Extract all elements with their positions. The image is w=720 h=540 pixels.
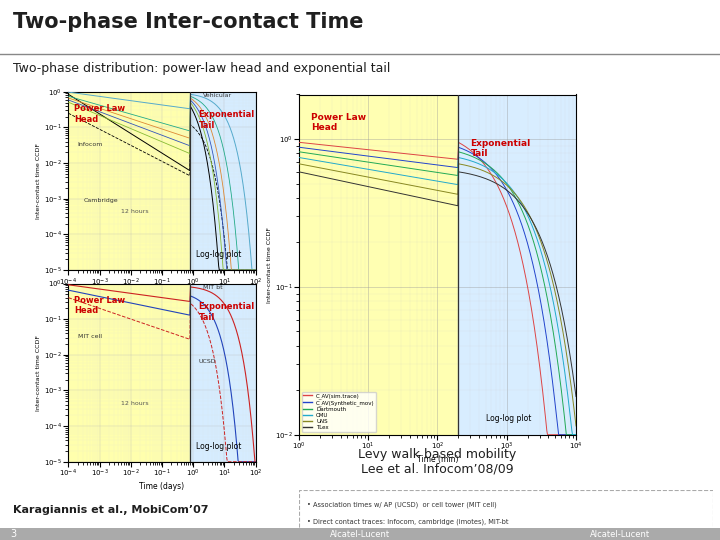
Text: Levy walk based mobility
Lee et al. Infocom’08/09: Levy walk based mobility Lee et al. Info… xyxy=(359,448,516,476)
Text: 3: 3 xyxy=(11,529,17,539)
Text: • Association times w/ AP (UCSD)  or cell tower (MIT cell): • Association times w/ AP (UCSD) or cell… xyxy=(307,501,497,508)
X-axis label: Time (days): Time (days) xyxy=(140,482,184,491)
Text: Log-log plot: Log-log plot xyxy=(486,414,531,423)
Text: Vehicular: Vehicular xyxy=(202,93,232,98)
Text: Exponential
Tail: Exponential Tail xyxy=(199,302,255,321)
Y-axis label: Inter-contact time CCDF: Inter-contact time CCDF xyxy=(37,335,42,410)
Text: Alcatel-Lucent: Alcatel-Lucent xyxy=(330,530,390,538)
Text: Power Law
Head: Power Law Head xyxy=(74,296,125,315)
Text: 12 hours: 12 hours xyxy=(122,209,149,214)
Text: Exponential
Tail: Exponential Tail xyxy=(199,111,255,130)
Bar xyxy=(299,94,458,435)
Text: Cambridge: Cambridge xyxy=(84,198,118,203)
Text: Power Law
Head: Power Law Head xyxy=(74,104,125,124)
Text: 12 hours: 12 hours xyxy=(122,401,149,406)
Text: Power Law
Head: Power Law Head xyxy=(311,113,366,132)
Text: Two-phase distribution: power-law head and exponential tail: Two-phase distribution: power-law head a… xyxy=(13,62,390,76)
Text: MIT bt: MIT bt xyxy=(202,285,222,290)
Text: UCSD: UCSD xyxy=(199,359,216,363)
Y-axis label: Inter-contact time CCDF: Inter-contact time CCDF xyxy=(267,227,272,302)
X-axis label: Time (min): Time (min) xyxy=(417,455,458,464)
Text: • Direct contact traces: Infocom, cambridge (imotes), MIT-bt: • Direct contact traces: Infocom, cambri… xyxy=(307,519,508,525)
Y-axis label: Inter-contact time CCDF: Inter-contact time CCDF xyxy=(37,143,42,219)
Legend: C_AV(sim.trace), C_AV(Synthetic_mov), Dartmouth, CMU, UNS, TLex: C_AV(sim.trace), C_AV(Synthetic_mov), Da… xyxy=(302,392,377,432)
Text: MIT cell: MIT cell xyxy=(78,334,102,339)
Text: Log-log plot: Log-log plot xyxy=(196,442,241,451)
Text: Karagiannis et al., MobiCom’07: Karagiannis et al., MobiCom’07 xyxy=(13,505,209,515)
Text: Alcatel-Lucent: Alcatel-Lucent xyxy=(590,530,651,538)
Text: Exponential
Tail: Exponential Tail xyxy=(470,139,531,158)
Text: Infocom: Infocom xyxy=(78,142,103,147)
Bar xyxy=(68,92,190,270)
Bar xyxy=(68,284,190,462)
Text: Log-log plot: Log-log plot xyxy=(196,250,241,259)
Text: Two-phase Inter-contact Time: Two-phase Inter-contact Time xyxy=(13,11,364,31)
X-axis label: Time (days): Time (days) xyxy=(140,291,184,299)
